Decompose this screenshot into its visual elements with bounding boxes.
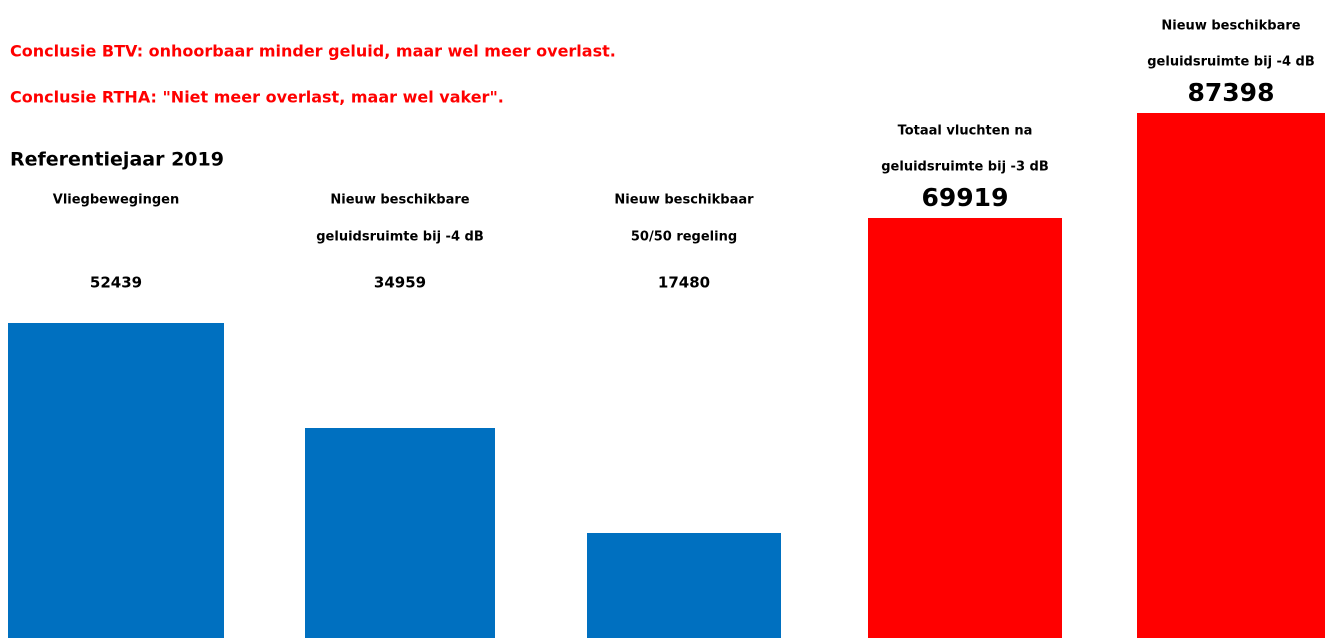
note: Conclusie BTV: onhoorbaar minder geluid,… (10, 42, 616, 61)
value-label: 69919 (922, 183, 1009, 212)
category-label: Totaal vluchten na (898, 123, 1033, 138)
subtitle: Referentiejaar 2019 (10, 149, 224, 171)
value-label: 34959 (374, 274, 426, 292)
value-label: 52439 (90, 274, 142, 292)
category-label: Nieuw beschikbare (330, 193, 469, 208)
category-label: 50/50 regeling (631, 230, 737, 245)
category-label: geluidsruimte bij -3 dB (881, 159, 1048, 174)
category-label: Nieuw beschikbare (1161, 19, 1300, 34)
value-label: 87398 (1188, 78, 1275, 107)
note: Conclusie RTHA: "Niet meer overlast, maa… (10, 88, 504, 107)
category-label: geluidsruimte bij -4 dB (1147, 55, 1314, 70)
bar (1137, 113, 1325, 638)
category-label: Vliegbewegingen (53, 193, 179, 208)
bar (8, 322, 224, 638)
value-label: 17480 (658, 274, 710, 292)
bar (868, 217, 1062, 638)
bar (305, 428, 495, 638)
category-label: Nieuw beschikbaar (614, 193, 754, 208)
bar (587, 532, 781, 638)
category-label: geluidsruimte bij -4 dB (316, 230, 483, 245)
